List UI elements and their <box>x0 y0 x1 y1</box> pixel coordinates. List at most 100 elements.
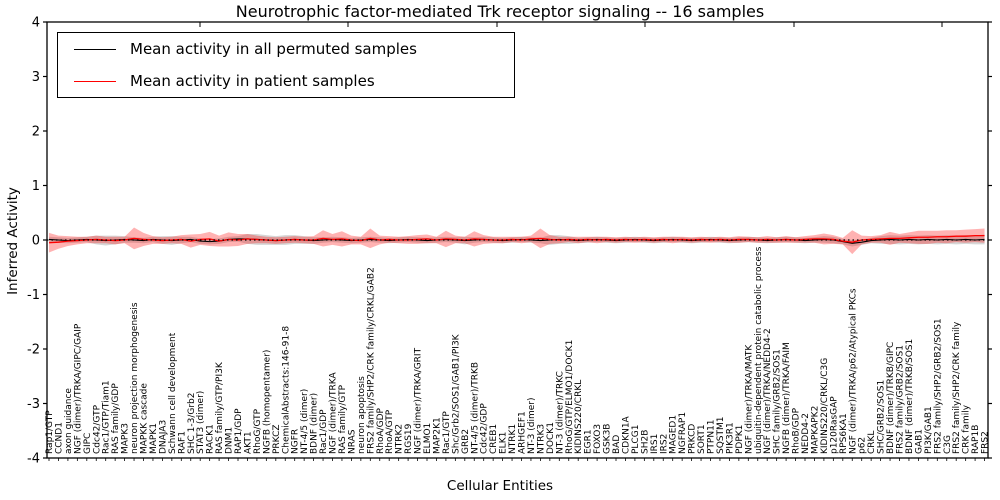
x-tick-label: IRS2 <box>659 434 669 454</box>
x-tick-label: PRKCZ <box>272 424 282 454</box>
x-tick-label: Rac1/GTP <box>442 411 452 454</box>
x-tick-label: KIDINS220/CRKL/C3G <box>820 358 830 454</box>
x-tick-label: Cdc42/GDP <box>480 403 490 454</box>
x-axis-label: Cellular Entities <box>446 478 554 494</box>
x-tick-label: SHC 1-3/Grb2 <box>187 393 197 454</box>
x-tick-label: PRKCD <box>688 424 698 454</box>
y-tick-label: -4 <box>27 452 40 467</box>
x-tick-label: NT-3 (dimer) <box>527 398 537 454</box>
x-tick-label: RAS family/GTP/PI3K <box>215 361 225 454</box>
x-tick-label: RGS19 <box>404 423 414 454</box>
x-tick-label: FRS2 family/GRB2/SOS1 <box>896 345 906 454</box>
x-tick-label: BDNF (dimer)/TRKB/GIPC <box>886 342 896 454</box>
x-tick-label: NGF (dimer)/TRKA/GIPC/GAIP <box>73 323 83 454</box>
y-tick-label: -3 <box>27 397 40 412</box>
x-tick-label: RAS family/GTP <box>338 384 348 454</box>
y-tick-label: 2 <box>32 125 40 140</box>
x-tick-label: p62 <box>858 437 868 454</box>
x-tick-label: RhoG/GTP <box>253 408 263 454</box>
chart-title: Neurotrophic factor-mediated Trk recepto… <box>235 2 765 21</box>
x-tick-label: NGF (dimer)/TRKA/p62/Atypical PKCs <box>848 288 858 454</box>
x-tick-label: DNAJA3 <box>158 420 168 454</box>
x-tick-label: EGR1 <box>584 429 594 454</box>
x-tick-label: SH2B <box>640 430 650 454</box>
x-tick-label: NGF (dimer)/TRKA/MATK <box>744 344 754 454</box>
x-tick-label: CRK family <box>962 404 972 454</box>
y-tick-label: 3 <box>32 70 40 85</box>
x-tick-label: RAF1 <box>177 431 187 454</box>
x-tick-label: AKT1 <box>243 431 253 454</box>
x-tick-label: BDNF (dimer)/TRKB/SOS1 <box>905 339 915 454</box>
x-tick-label: neuron apoptosis <box>357 376 367 454</box>
x-tick-label: RAS family/GDP <box>111 383 121 454</box>
x-tick-label: GIPC <box>83 433 93 454</box>
x-tick-label: NGF (dimer)/TRKA/NEDD4-2 <box>763 328 773 454</box>
x-tick-label: RAP1B <box>971 425 981 454</box>
x-tick-label: RAP1/GDP <box>234 408 244 454</box>
x-tick-label: RACK1 <box>206 424 216 454</box>
x-tick-label: CCND1 <box>54 422 64 454</box>
y-tick-label: 1 <box>32 179 40 194</box>
x-tick-label: ELMO1 <box>423 423 433 454</box>
x-tick-label: GAB1 <box>914 429 924 454</box>
x-tick-label: PIK3R1 <box>725 422 735 454</box>
x-tick-label: STAT3 (dimer) <box>196 391 206 454</box>
x-tick-label: RhoG/GTP/ELMO1/DOCK1 <box>565 340 575 454</box>
x-tick-label: FRS2 family/SHP2/CRK family/CRKL/GAB2 <box>366 267 376 454</box>
x-tick-label: Rac1/GTP/Tiam1 <box>102 380 112 454</box>
x-tick-label: NGFRAP1 <box>678 412 688 454</box>
x-tick-label: FOXO3 <box>593 424 603 454</box>
x-tick-label: KIDINS220/CRKL <box>574 380 584 454</box>
x-tick-label: p120RasGAP <box>829 396 839 454</box>
x-tick-label: FRS2 family/SHP2/GRB2/SOS1 <box>933 318 943 454</box>
x-tick-label: FRS2 <box>981 431 991 454</box>
y-tick-label: 0 <box>32 234 40 249</box>
legend-label-patient: Mean activity in patient samples <box>130 72 375 90</box>
x-tick-label: FRS2 family/SHP2/CRK family <box>952 321 962 454</box>
x-tick-label: NGFB (homopentamer) <box>262 350 272 454</box>
x-tick-label: C3G <box>943 435 953 454</box>
x-tick-label: PI3K/GAB1 <box>924 406 934 454</box>
patient-samples-range-band <box>49 227 985 255</box>
x-tick-label: MAPKK cascade <box>140 383 150 454</box>
x-tick-label: DNM1 <box>225 427 235 454</box>
x-tick-label: NGFR <box>291 429 301 454</box>
x-tick-label: Rac1/GDP <box>319 409 329 454</box>
x-tick-label: PDPK1 <box>735 425 745 454</box>
x-tick-label: NGF (dimer)/TRKA/GRIT <box>414 347 424 454</box>
x-tick-label: CRKL <box>867 431 877 454</box>
x-tick-label: SORT1 <box>697 424 707 454</box>
y-tick-label: 4 <box>32 16 40 31</box>
x-tick-label: ubiquitin-dependent protein catabolic pr… <box>754 246 764 454</box>
x-tick-label: RhoA/GDP <box>376 407 386 454</box>
x-tick-label: CREB1 <box>489 424 499 454</box>
x-tick-label: NTRK2 <box>395 424 405 454</box>
x-tick-label: SHC/GRB2/SOS1 <box>877 380 887 454</box>
x-tick-label: MAGED1 <box>669 415 679 454</box>
x-tick-label: GRB2 <box>461 429 471 454</box>
x-tick-label: NGF (dimer)/TRKA <box>329 371 339 454</box>
x-tick-label: BDNF (dimer) <box>310 393 320 454</box>
x-tick-label: ARHGEF1 <box>518 411 528 454</box>
x-tick-label: NT-3 (dimer)/TRKC <box>555 371 565 454</box>
x-tick-label: GSK3B <box>603 424 613 455</box>
x-tick-label: BAD <box>612 435 622 454</box>
x-tick-label: ELK1 <box>499 432 509 454</box>
x-tick-label: MAPKAPK2 <box>810 406 820 454</box>
x-tick-label: PTPN11 <box>707 419 717 454</box>
x-tick-label: ChemicalAbstracts:146-91-8 <box>281 326 291 454</box>
x-tick-label: RhoB/GDP <box>792 407 802 454</box>
x-tick-label: NTRK3 <box>536 424 546 454</box>
x-tick-label: MAPK1 <box>149 423 159 454</box>
y-tick-label: -1 <box>27 288 40 303</box>
legend-item-patient: Mean activity in patient samples <box>58 65 514 97</box>
x-tick-label: NTRK1 <box>508 424 518 454</box>
x-tick-label: NEDD4-2 <box>801 413 811 454</box>
patient-line-swatch <box>74 80 116 82</box>
legend-box: Mean activity in all permuted samples Me… <box>57 32 515 98</box>
x-tick-label: CDKN1A <box>621 415 631 454</box>
x-tick-label: IRS1 <box>650 434 660 454</box>
x-tick-label: Rap1/GTP <box>45 410 55 454</box>
y-tick-label: -2 <box>27 343 40 358</box>
